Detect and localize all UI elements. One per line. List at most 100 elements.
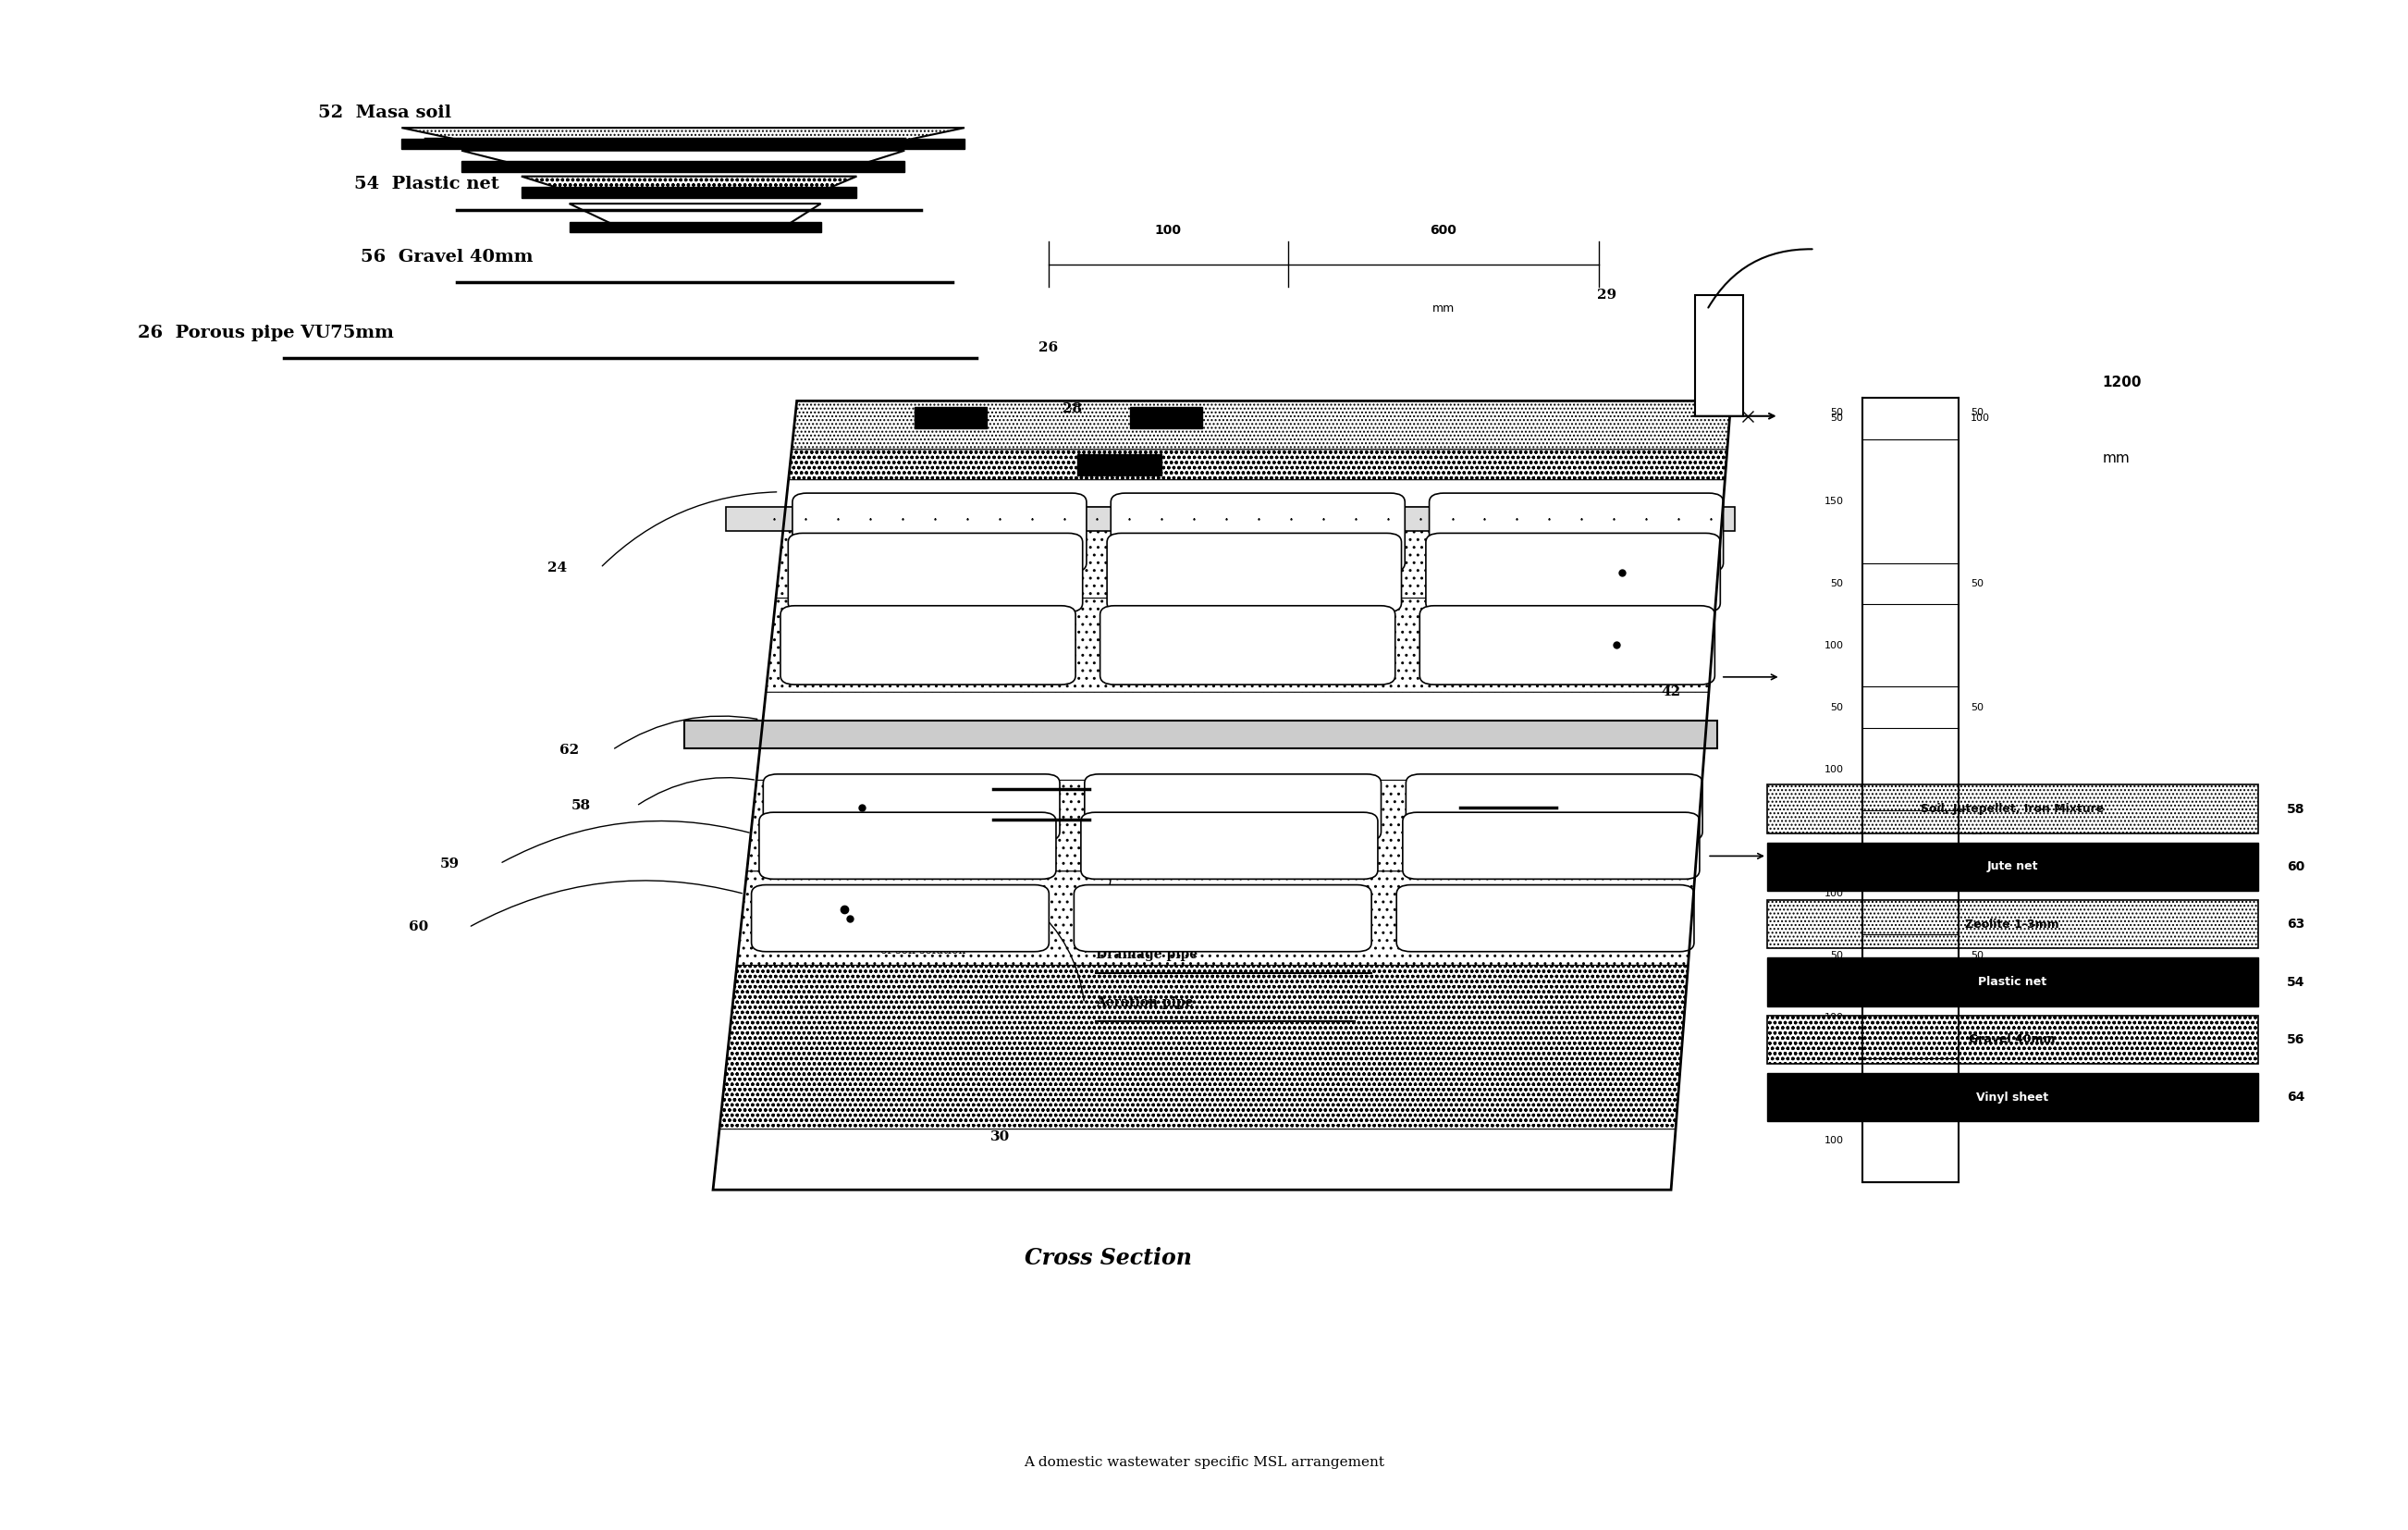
Text: mm: mm <box>1433 303 1454 314</box>
FancyBboxPatch shape <box>1074 884 1373 952</box>
Text: 50: 50 <box>1970 409 1984 418</box>
Bar <box>568 222 821 233</box>
Polygon shape <box>746 780 1702 871</box>
Text: 100: 100 <box>1156 223 1182 237</box>
Bar <box>1695 295 1743 416</box>
Bar <box>462 161 905 171</box>
FancyBboxPatch shape <box>1421 606 1714 684</box>
Text: Ceramic cups
for collection
of soil solution: Ceramic cups for collection of soil solu… <box>881 916 966 956</box>
Text: 50: 50 <box>1830 1074 1845 1083</box>
Text: 50: 50 <box>1970 702 1984 711</box>
Text: 60: 60 <box>409 921 429 933</box>
FancyBboxPatch shape <box>1406 774 1702 842</box>
Text: A domestic wastewater specific MSL arrangement: A domestic wastewater specific MSL arran… <box>1023 1457 1385 1469</box>
Text: 62: 62 <box>559 744 578 756</box>
FancyBboxPatch shape <box>780 606 1076 684</box>
Text: Plastic net: Plastic net <box>1977 976 2047 988</box>
Text: 59: 59 <box>441 857 460 871</box>
Text: 1200: 1200 <box>2102 376 2141 390</box>
Text: 63: 63 <box>2288 918 2304 930</box>
Text: 29: 29 <box>1597 288 1616 301</box>
Text: 30: 30 <box>990 1131 1011 1143</box>
FancyBboxPatch shape <box>751 884 1050 952</box>
Bar <box>1767 958 2259 1007</box>
Text: 100: 100 <box>1970 415 1989 424</box>
FancyBboxPatch shape <box>1110 493 1404 572</box>
Bar <box>1767 900 2259 949</box>
Polygon shape <box>792 401 1731 450</box>
Text: 100: 100 <box>1825 1013 1845 1022</box>
Bar <box>1767 843 2259 890</box>
FancyBboxPatch shape <box>1108 532 1401 612</box>
Text: 50: 50 <box>1830 950 1845 959</box>
Text: 50: 50 <box>1830 702 1845 711</box>
Text: Cross Section: Cross Section <box>1023 1247 1192 1270</box>
Text: 28: 28 <box>1062 402 1081 415</box>
Text: 50: 50 <box>1830 415 1845 424</box>
Text: 50: 50 <box>1830 409 1845 418</box>
Bar <box>1767 785 2259 834</box>
Text: 54  Plastic net: 54 Plastic net <box>354 176 498 193</box>
Text: 50: 50 <box>1830 578 1845 588</box>
FancyBboxPatch shape <box>787 532 1084 612</box>
Text: 150: 150 <box>1825 496 1845 506</box>
Text: Aeration pipe: Aeration pipe <box>1096 996 1194 1010</box>
Polygon shape <box>402 129 966 142</box>
Bar <box>1129 407 1202 428</box>
Text: 600: 600 <box>1430 223 1457 237</box>
Text: 50: 50 <box>1970 1074 1984 1083</box>
Text: 56: 56 <box>2288 1033 2304 1047</box>
FancyBboxPatch shape <box>1084 774 1382 842</box>
Text: 50: 50 <box>1970 578 1984 588</box>
Bar <box>1767 1073 2259 1121</box>
Text: 100: 100 <box>1825 641 1845 650</box>
Bar <box>523 187 857 197</box>
Text: 56  Gravel 40mm: 56 Gravel 40mm <box>361 248 532 265</box>
Bar <box>684 721 1717 748</box>
Text: 54: 54 <box>2288 976 2304 988</box>
Polygon shape <box>775 506 1722 598</box>
Bar <box>1767 1016 2259 1063</box>
Bar <box>402 138 966 148</box>
FancyBboxPatch shape <box>1081 812 1377 880</box>
Text: 64: 64 <box>2288 1091 2304 1103</box>
Text: 100: 100 <box>1825 1137 1845 1146</box>
Text: 44: 44 <box>1649 837 1669 851</box>
Text: Gravel 40mm: Gravel 40mm <box>1970 1034 2056 1045</box>
FancyBboxPatch shape <box>763 774 1060 842</box>
Text: 50: 50 <box>1970 950 1984 959</box>
Polygon shape <box>523 176 857 191</box>
FancyBboxPatch shape <box>792 493 1086 572</box>
Text: Vinyl sheet: Vinyl sheet <box>1977 1091 2049 1103</box>
Polygon shape <box>720 965 1688 1129</box>
FancyBboxPatch shape <box>1426 532 1719 612</box>
Bar <box>1076 454 1161 476</box>
Text: 24: 24 <box>547 562 566 574</box>
Text: 42: 42 <box>1662 685 1681 699</box>
Text: Zeolite 1-3mm: Zeolite 1-3mm <box>1965 918 2059 930</box>
Text: 100: 100 <box>1825 889 1845 898</box>
Bar <box>915 407 987 428</box>
Text: 100: 100 <box>1825 765 1845 774</box>
FancyBboxPatch shape <box>1100 606 1394 684</box>
Text: 52  Masa soil: 52 Masa soil <box>318 104 450 121</box>
Text: 58: 58 <box>2288 803 2304 815</box>
Text: 50: 50 <box>1970 826 1984 835</box>
Bar <box>725 506 1734 531</box>
Polygon shape <box>787 450 1727 480</box>
Polygon shape <box>462 150 905 165</box>
Polygon shape <box>737 871 1695 965</box>
FancyBboxPatch shape <box>759 812 1057 880</box>
FancyBboxPatch shape <box>1397 884 1695 952</box>
Text: mm: mm <box>2102 451 2129 465</box>
FancyBboxPatch shape <box>1404 812 1700 880</box>
Text: 50: 50 <box>1830 826 1845 835</box>
Text: Soil, Jutepellet, Iron Mixture: Soil, Jutepellet, Iron Mixture <box>1922 803 2105 815</box>
Text: Jute net: Jute net <box>1987 861 2037 872</box>
FancyBboxPatch shape <box>1430 493 1724 572</box>
Text: 26: 26 <box>1038 341 1057 355</box>
Text: Drainage pipe: Drainage pipe <box>1096 949 1199 961</box>
Text: 26  Porous pipe VU75mm: 26 Porous pipe VU75mm <box>137 324 395 341</box>
Text: 58: 58 <box>571 800 590 812</box>
Text: 60: 60 <box>2288 860 2304 874</box>
